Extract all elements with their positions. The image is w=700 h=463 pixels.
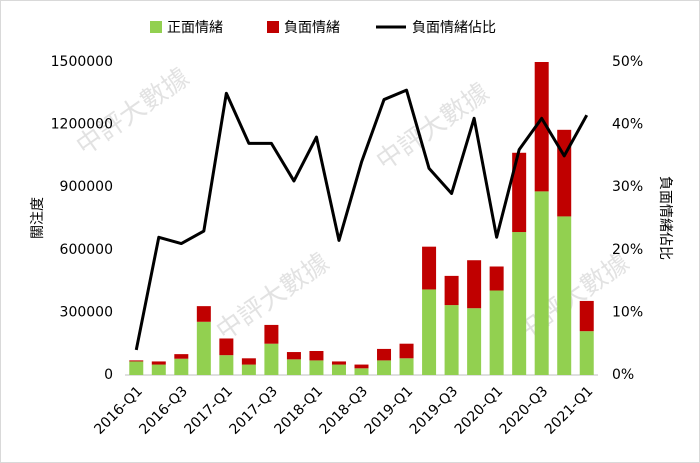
line [134, 88, 589, 351]
legend-swatch [150, 21, 162, 33]
y2-tick-label: 0% [612, 367, 634, 383]
bar [399, 358, 414, 375]
bar [444, 305, 459, 375]
y2-tick-label: 50% [612, 54, 643, 70]
y-tick-label: 1500000 [51, 54, 113, 70]
bar [309, 360, 324, 375]
bar [579, 300, 594, 332]
bar [151, 361, 166, 365]
y-tick-label: 1200000 [51, 117, 113, 133]
y-tick-label: 300000 [60, 304, 113, 320]
bar [557, 129, 572, 217]
bar [196, 306, 211, 322]
bar [286, 359, 301, 375]
bar [354, 368, 369, 375]
legend-label: 負面情緒 [284, 20, 340, 36]
bar [129, 361, 144, 375]
legend-label: 正面情緒 [167, 20, 223, 36]
bar [196, 321, 211, 375]
y2-tick-label: 20% [612, 242, 643, 258]
bar [467, 308, 482, 375]
bar [241, 358, 256, 365]
bar [557, 216, 572, 375]
bar [512, 232, 527, 375]
y2-tick-label: 30% [612, 179, 643, 195]
bar [331, 364, 346, 375]
legend-swatch [267, 21, 279, 33]
bar [467, 260, 482, 309]
bar [489, 266, 504, 291]
bar [264, 324, 279, 344]
bar [377, 360, 392, 375]
bar [422, 246, 437, 290]
bar [264, 343, 279, 375]
bar [354, 364, 369, 369]
y-tick-label: 900000 [60, 179, 113, 195]
y2-tick-label: 10% [612, 304, 643, 320]
bar [219, 338, 234, 356]
y-axis-title: 關注度 [30, 197, 46, 239]
bar [579, 331, 594, 375]
legend-label: 負面情緒佔比 [412, 20, 496, 36]
bar [422, 289, 437, 375]
bar [129, 360, 144, 362]
bar [377, 348, 392, 361]
bar [286, 352, 301, 360]
bar [489, 290, 504, 375]
y2-axis-title: 負面情緒佔比 [657, 176, 673, 260]
bar [151, 364, 166, 375]
bar [444, 275, 459, 306]
bar [174, 358, 189, 375]
y-tick-label: 0 [104, 367, 113, 383]
bar [512, 152, 527, 233]
y2-tick-label: 40% [612, 117, 643, 133]
bar [534, 191, 549, 375]
y-tick-label: 600000 [60, 242, 113, 258]
bar [309, 351, 324, 361]
bar [534, 62, 549, 192]
bar [174, 354, 189, 359]
bar [331, 361, 346, 365]
bar [241, 364, 256, 375]
bar [219, 355, 234, 375]
bar [399, 343, 414, 359]
